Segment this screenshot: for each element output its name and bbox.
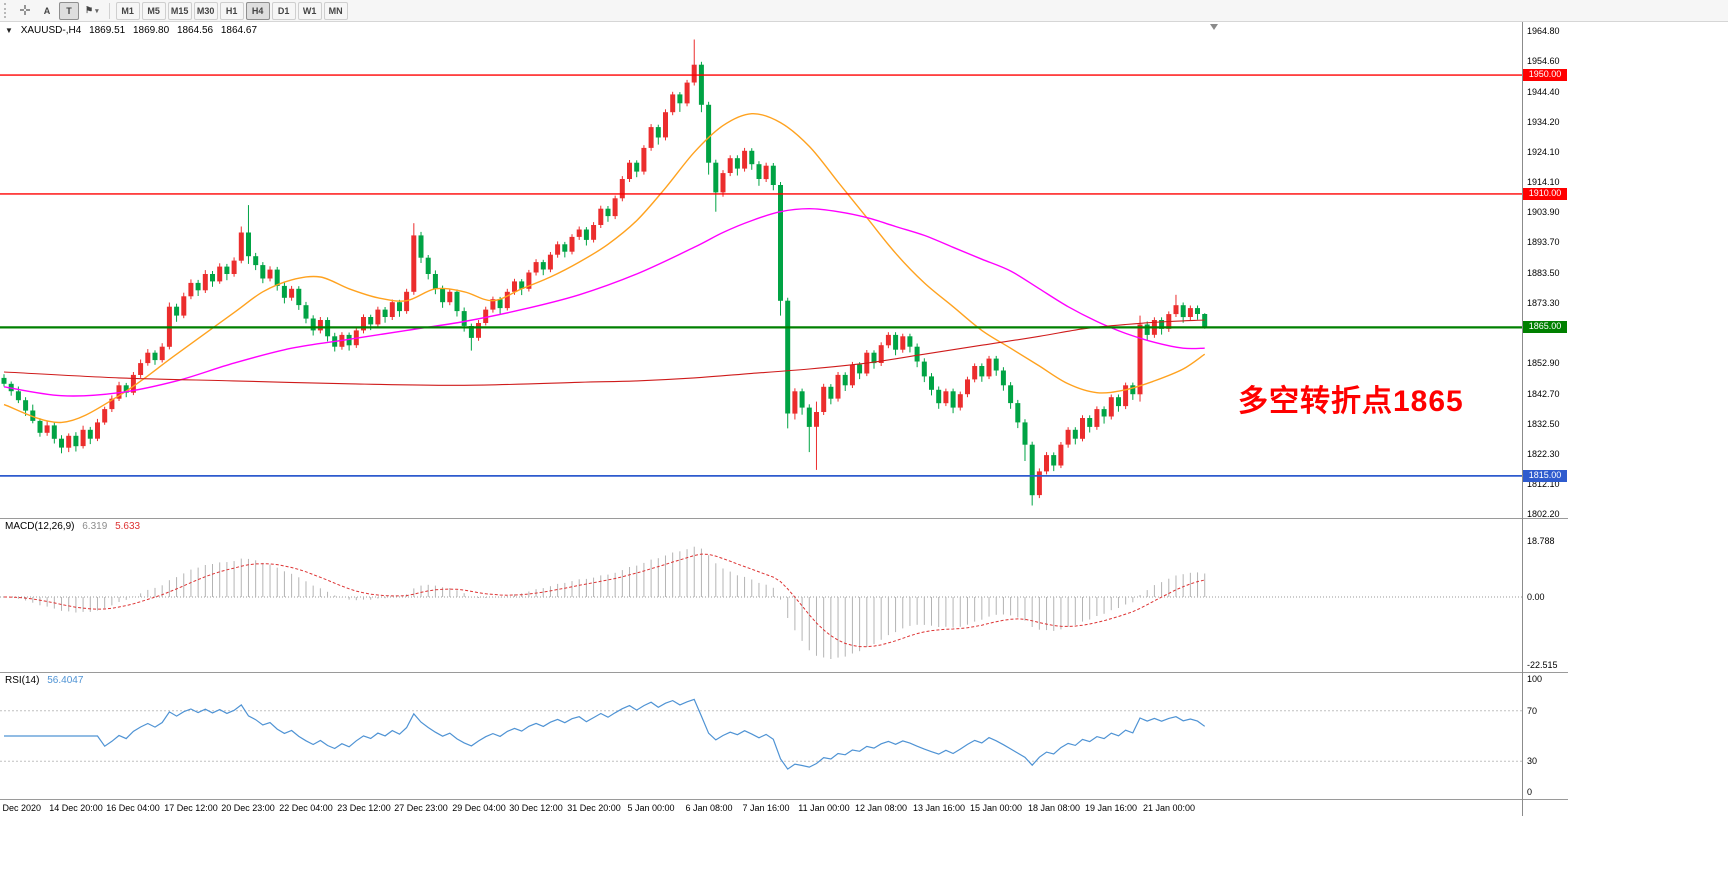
time-axis-label: 22 Dec 04:00 bbox=[279, 803, 333, 813]
time-axis-label: 7 Jan 16:00 bbox=[742, 803, 790, 813]
rsi-value: 56.4047 bbox=[47, 675, 84, 686]
toolbar-grip[interactable] bbox=[4, 3, 10, 18]
price-tick: 1802.20 bbox=[1527, 508, 1560, 519]
price-axis-border bbox=[1522, 22, 1523, 816]
chevron-down-icon: ▾ bbox=[95, 7, 99, 15]
price-tick: 1842.70 bbox=[1527, 388, 1560, 399]
toolbar-separator bbox=[108, 2, 110, 19]
timeframe-button-m5[interactable]: M5 bbox=[141, 1, 166, 20]
arrows-dropdown-button[interactable]: ⚑ ▾ bbox=[81, 2, 103, 20]
price-tick: 1964.80 bbox=[1527, 26, 1560, 37]
time-axis-label: 16 Dec 04:00 bbox=[106, 803, 160, 813]
time-axis-label: 18 Jan 08:00 bbox=[1027, 803, 1081, 813]
time-axis-label: 15 Jan 00:00 bbox=[969, 803, 1023, 813]
panel-separator-macd[interactable] bbox=[0, 518, 1568, 519]
rsi-scale-label: 30 bbox=[1527, 756, 1538, 767]
timeframe-button-h1[interactable]: H1 bbox=[219, 1, 244, 20]
timeframe-group: M1 M5 M15 M30 H1 H4 D1 W1 MN bbox=[115, 1, 349, 20]
chart-shift-marker[interactable] bbox=[1210, 24, 1218, 30]
time-axis-label: 19 Jan 16:00 bbox=[1084, 803, 1138, 813]
macd-title: MACD(12,26,9) bbox=[5, 521, 75, 532]
macd-scale-label: 18.788 bbox=[1527, 535, 1555, 546]
symbol-period-label: XAUUSD-,H4 bbox=[20, 25, 82, 36]
macd-main-value: 6.319 bbox=[82, 521, 108, 532]
panel-separator-rsi[interactable] bbox=[0, 672, 1568, 673]
time-axis-label: 27 Dec 23:00 bbox=[394, 803, 448, 813]
timeframe-button-m1[interactable]: M1 bbox=[115, 1, 140, 20]
price-tick: 1903.90 bbox=[1527, 206, 1560, 217]
macd-panel-chart[interactable] bbox=[0, 519, 1522, 672]
price-line-badge: 1865.00 bbox=[1523, 321, 1567, 334]
ohlc-open: 1869.51 bbox=[89, 25, 126, 36]
price-tick: 1812.10 bbox=[1527, 479, 1560, 490]
time-axis-label: 13 Jan 16:00 bbox=[912, 803, 966, 813]
price-tick: 1822.30 bbox=[1527, 449, 1560, 460]
ohlc-high: 1869.80 bbox=[133, 25, 170, 36]
time-axis-label: 14 Dec 20:00 bbox=[49, 803, 103, 813]
main-price-chart[interactable] bbox=[0, 22, 1522, 518]
one-click-trading-toggle[interactable]: ▼ bbox=[5, 26, 13, 35]
timeframe-button-m30[interactable]: M30 bbox=[193, 1, 218, 20]
macd-signal-value: 5.633 bbox=[115, 521, 141, 532]
timeframe-button-m15[interactable]: M15 bbox=[167, 1, 192, 20]
timeframe-button-w1[interactable]: W1 bbox=[297, 1, 322, 20]
price-tick: 1873.30 bbox=[1527, 297, 1560, 308]
price-tick: 1914.10 bbox=[1527, 176, 1560, 187]
rsi-title: RSI(14) bbox=[5, 675, 40, 686]
chart-header: ▼ XAUUSD-,H4 1869.51 1869.80 1864.56 186… bbox=[5, 25, 262, 36]
price-axis[interactable]: 1964.80 1954.60 1944.40 1934.20 1924.10 1914.… bbox=[1522, 22, 1568, 816]
crosshair-button[interactable] bbox=[15, 2, 35, 20]
price-tick: 1852.90 bbox=[1527, 358, 1560, 369]
ohlc-close: 1864.67 bbox=[220, 25, 258, 36]
text-label-button[interactable]: A bbox=[37, 2, 57, 20]
timeframe-button-h4[interactable]: H4 bbox=[245, 1, 270, 20]
macd-label: MACD(12,26,9) 6.319 5.633 bbox=[5, 521, 140, 532]
time-axis-label: 1 Dec 2020 bbox=[0, 803, 42, 813]
text-tool-button[interactable]: T bbox=[59, 1, 79, 20]
macd-scale-label: -22.515 bbox=[1527, 659, 1558, 670]
toolbar: A T ⚑ ▾ M1 M5 M15 M30 H1 H4 D1 W1 MN bbox=[0, 0, 1728, 22]
ohlc-low: 1864.56 bbox=[176, 25, 214, 36]
rsi-scale-label: 70 bbox=[1527, 705, 1538, 716]
panel-separator-timeaxis bbox=[0, 799, 1568, 800]
time-axis-label: 17 Dec 12:00 bbox=[164, 803, 218, 813]
arrow-stamp-icon: ⚑ bbox=[85, 5, 94, 15]
time-axis-label: 6 Jan 08:00 bbox=[685, 803, 733, 813]
rsi-scale-label: 100 bbox=[1527, 674, 1543, 684]
price-tick: 1883.50 bbox=[1527, 267, 1560, 278]
price-tick: 1934.20 bbox=[1527, 117, 1560, 128]
rsi-scale-label: 0 bbox=[1527, 787, 1533, 797]
price-tick: 1944.40 bbox=[1527, 86, 1560, 97]
macd-scale-label: 0.00 bbox=[1527, 592, 1545, 602]
chart-text-annotation[interactable]: 多空转折点1865 bbox=[1238, 385, 1464, 418]
timeframe-button-d1[interactable]: D1 bbox=[271, 1, 296, 20]
price-line-badge: 1950.00 bbox=[1523, 69, 1567, 82]
rsi-panel-chart[interactable] bbox=[0, 673, 1522, 799]
time-axis-label: 12 Jan 08:00 bbox=[854, 803, 908, 813]
time-axis-label: 23 Dec 12:00 bbox=[337, 803, 391, 813]
time-axis-label: 20 Dec 23:00 bbox=[221, 803, 275, 813]
rsi-label: RSI(14) 56.4047 bbox=[5, 675, 83, 686]
price-tick: 1832.50 bbox=[1527, 418, 1560, 429]
time-axis-label: 11 Jan 00:00 bbox=[798, 803, 850, 813]
price-tick: 1954.60 bbox=[1527, 56, 1560, 67]
crosshair-icon bbox=[19, 4, 31, 18]
price-tick: 1893.70 bbox=[1527, 237, 1560, 248]
time-axis-label: 31 Dec 20:00 bbox=[567, 803, 621, 813]
price-tick: 1924.10 bbox=[1527, 147, 1560, 157]
time-axis-label: 21 Jan 00:00 bbox=[1142, 803, 1196, 813]
price-line-badge: 1910.00 bbox=[1523, 187, 1567, 200]
time-axis-label: 5 Jan 00:00 bbox=[627, 803, 675, 813]
price-line-badge: 1815.00 bbox=[1523, 469, 1567, 482]
time-axis-label: 29 Dec 04:00 bbox=[452, 803, 506, 813]
timeframe-button-mn[interactable]: MN bbox=[323, 1, 348, 20]
time-axis-label: 30 Dec 12:00 bbox=[509, 803, 563, 813]
